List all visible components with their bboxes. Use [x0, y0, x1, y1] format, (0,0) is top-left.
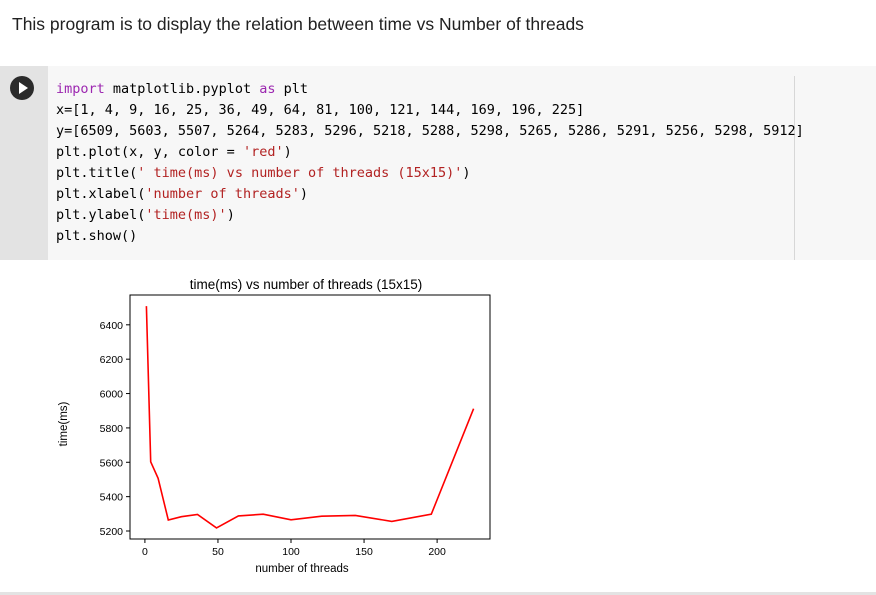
code-text: import matplotlib.pyplot as plt x=[1, 4,…: [56, 79, 804, 247]
y-tick-label: 5200: [100, 526, 124, 538]
code-module: matplotlib.pyplot: [104, 81, 260, 97]
series-line: [145, 306, 475, 529]
y-tick-label: 5400: [100, 492, 124, 504]
y-axis-label: time(ms): [58, 401, 70, 446]
code-keyword: as: [259, 81, 276, 97]
cell-gutter: [0, 66, 48, 260]
x-tick-label: 150: [355, 546, 373, 558]
code-string: 'time(ms)': [145, 207, 227, 223]
plot-frame: [129, 294, 491, 540]
y-tick-label: 6000: [100, 389, 124, 401]
code-ylabel-call: plt.ylabel(: [56, 207, 146, 223]
code-xlabel-call: plt.xlabel(: [56, 186, 146, 202]
code-alias: plt: [275, 81, 308, 97]
x-axis-label: number of threads: [255, 563, 349, 575]
run-cell-button[interactable]: [10, 76, 34, 100]
y-tick-label: 5600: [100, 457, 124, 469]
code-line-y: y=[6509, 5603, 5507, 5264, 5283, 5296, 5…: [56, 123, 804, 139]
y-tick-label: 5800: [100, 423, 124, 435]
y-axis-ticks: 5200 5400 5600 5800 6000 6200 6400: [100, 320, 130, 538]
ruler-line: [794, 76, 795, 260]
code-cell: import matplotlib.pyplot as plt x=[1, 4,…: [0, 66, 876, 595]
code-plot-call: plt.plot(x, y, color =: [56, 144, 243, 160]
markdown-heading: This program is to display the relation …: [12, 14, 584, 34]
code-string: ' time(ms) vs number of threads (15x15)': [137, 165, 463, 181]
x-tick-label: 100: [282, 546, 300, 558]
code-paren: ): [283, 144, 292, 160]
code-paren: ): [299, 186, 308, 202]
x-axis-ticks: 0 50 100 150 200: [142, 539, 446, 558]
code-title-call: plt.title(: [56, 165, 138, 181]
code-keyword: import: [56, 81, 105, 97]
code-line-x: x=[1, 4, 9, 16, 25, 36, 49, 64, 81, 100,…: [56, 102, 585, 118]
y-tick-label: 6200: [100, 354, 124, 366]
x-tick-label: 50: [212, 546, 224, 558]
code-paren: ): [226, 207, 235, 223]
chart-title: time(ms) vs number of threads (15x15): [190, 277, 423, 292]
x-tick-label: 200: [428, 546, 446, 558]
code-show-call: plt.show(): [56, 228, 138, 244]
x-tick-label: 0: [142, 546, 148, 558]
y-tick-label: 6400: [100, 320, 124, 332]
code-string: 'red': [242, 144, 284, 160]
code-editor[interactable]: import matplotlib.pyplot as plt x=[1, 4,…: [48, 66, 876, 260]
code-paren: ): [462, 165, 471, 181]
code-string: 'number of threads': [145, 186, 300, 202]
cell-bottom-border: [0, 592, 876, 595]
